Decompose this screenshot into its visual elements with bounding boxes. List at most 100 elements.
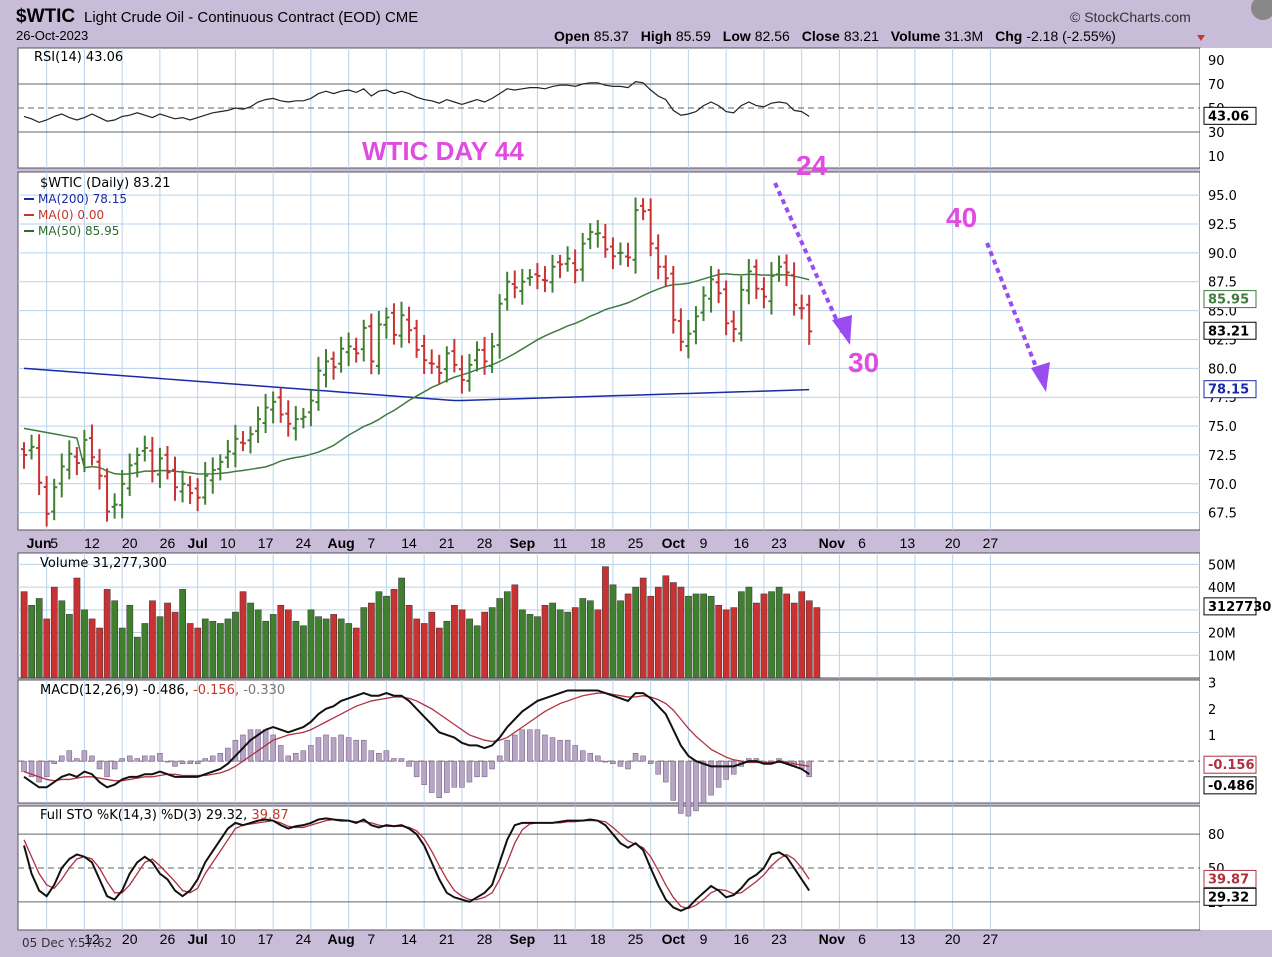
macd-hist-bar-14 [126,755,133,762]
price-bar-79 [617,242,624,266]
close-icon[interactable] [1251,0,1272,20]
price-bar-23 [194,478,201,512]
price-bar-104 [806,294,813,345]
volume-bar-86 [670,582,677,679]
price-bar-61 [481,336,488,375]
price-bar-6 [66,440,73,480]
volume-bar-9 [88,618,96,679]
x-tick-sto-4: 26 [160,931,176,947]
macd-hist-bar-73 [572,745,578,762]
x-tick-sto-20: 16 [733,931,749,947]
price-bar-5 [58,453,65,498]
price-bar-30 [247,426,254,454]
macd-hist-bar-64 [504,739,510,762]
x-tick-price-14: Sep [509,535,535,551]
price-panel [21,197,813,527]
price-bar-54 [428,349,435,374]
price-bar-92 [715,269,722,304]
price-bar-80 [625,242,631,267]
price-bar-40 [323,349,329,388]
macd-hist-bar-48 [383,750,390,762]
price-bar-83 [647,198,654,257]
x-tick-price-23: 6 [858,535,866,551]
price-bar-19 [164,445,171,480]
macd-hist-bar-61 [481,760,488,778]
x-tick-price-20: 16 [733,535,749,551]
volume-bar-105 [813,607,821,679]
volume-bar-69 [541,605,549,679]
price-bar-68 [534,263,541,290]
vol-tick-4: 50M [1208,558,1236,573]
price-bar-50 [398,301,405,348]
price-bar-94 [730,310,737,343]
price-bar-100 [776,255,782,282]
price-bar-9 [88,424,95,466]
volume-bar-88 [685,595,692,679]
x-tick-price-5: Jul [188,535,208,551]
x-tick-sto-21: 23 [771,931,787,947]
volume-bar-39 [315,616,322,679]
price-tick-3: 75.0 [1208,420,1237,435]
volume-bar-95 [738,591,745,679]
ma50-value-tag-text: 85.95 [1208,293,1249,308]
volume-bar-10 [96,627,103,679]
volume-bar-2 [35,598,43,679]
price-bar-0 [21,442,27,469]
volume-bar-68 [534,616,541,679]
x-tick-price-6: 10 [220,535,236,551]
volume-bar-48 [383,595,390,679]
price-bar-15 [134,447,141,478]
panel-macd [17,679,1201,804]
volume-bar-87 [677,586,685,679]
price-bar-4 [51,478,58,521]
rsi-value-tag: 43.06 [1203,106,1257,125]
price-bar-73 [572,249,579,284]
macd-hist-bar-54 [428,760,435,793]
macd-hist-bar-27 [225,747,231,762]
macd-hist-bar-89 [693,760,699,812]
macd-hist-bar-13 [119,758,125,762]
macd-signal-tag-box [1203,755,1257,774]
macd-hist-bar-62 [489,760,495,770]
price-bar-60 [474,341,480,372]
price-bar-76 [594,220,601,248]
price-bar-38 [307,390,314,427]
high-value: 85.59 [676,28,711,44]
volume-bar-14 [126,605,134,679]
price-bar-86 [670,265,677,334]
price-bar-34 [277,388,284,423]
macd-hist-bar-11 [104,760,110,778]
x-tick-price-15: 11 [553,535,568,551]
rsi-tick-4: 90 [1208,54,1225,69]
volume-bar-62 [488,607,496,679]
volume-bar-47 [375,591,383,679]
volume-value: 31.3M [944,28,983,44]
price-tick-1: 70.0 [1208,478,1237,493]
macd-hist-bar-30 [247,729,254,762]
price-bar-77 [602,223,609,258]
price-bar-16 [141,435,148,462]
volume-bar-104 [805,600,813,679]
price-bar-10 [96,448,103,490]
price-bar-35 [285,400,292,437]
volume-bar-92 [715,605,723,679]
price-bar-65 [511,270,518,299]
x-tick-price-13: 28 [477,535,493,551]
price-tick-7: 85.0 [1208,305,1237,320]
macd-hist-bar-70 [549,737,556,762]
x-tick-price-12: 21 [439,535,455,551]
sto-k-tag-text: 29.32 [1208,890,1249,905]
price-bar-90 [700,286,707,322]
chart-contract-title: Light Crude Oil - Continuous Contract (E… [84,9,418,26]
volume-bar-83 [647,595,655,679]
volume-bar-40 [322,618,330,679]
x-tick-sto-25: 20 [945,931,961,947]
volume-bar-64 [503,591,511,679]
macd-hist-bar-4 [51,760,57,764]
price-bar-74 [579,233,586,282]
price-tick-5: 80.0 [1208,362,1237,377]
volume-bar-97 [753,602,760,679]
macd-hist-bar-50 [398,758,405,762]
volume-bar-0 [20,591,28,679]
annotation-40: 40 [946,202,977,233]
